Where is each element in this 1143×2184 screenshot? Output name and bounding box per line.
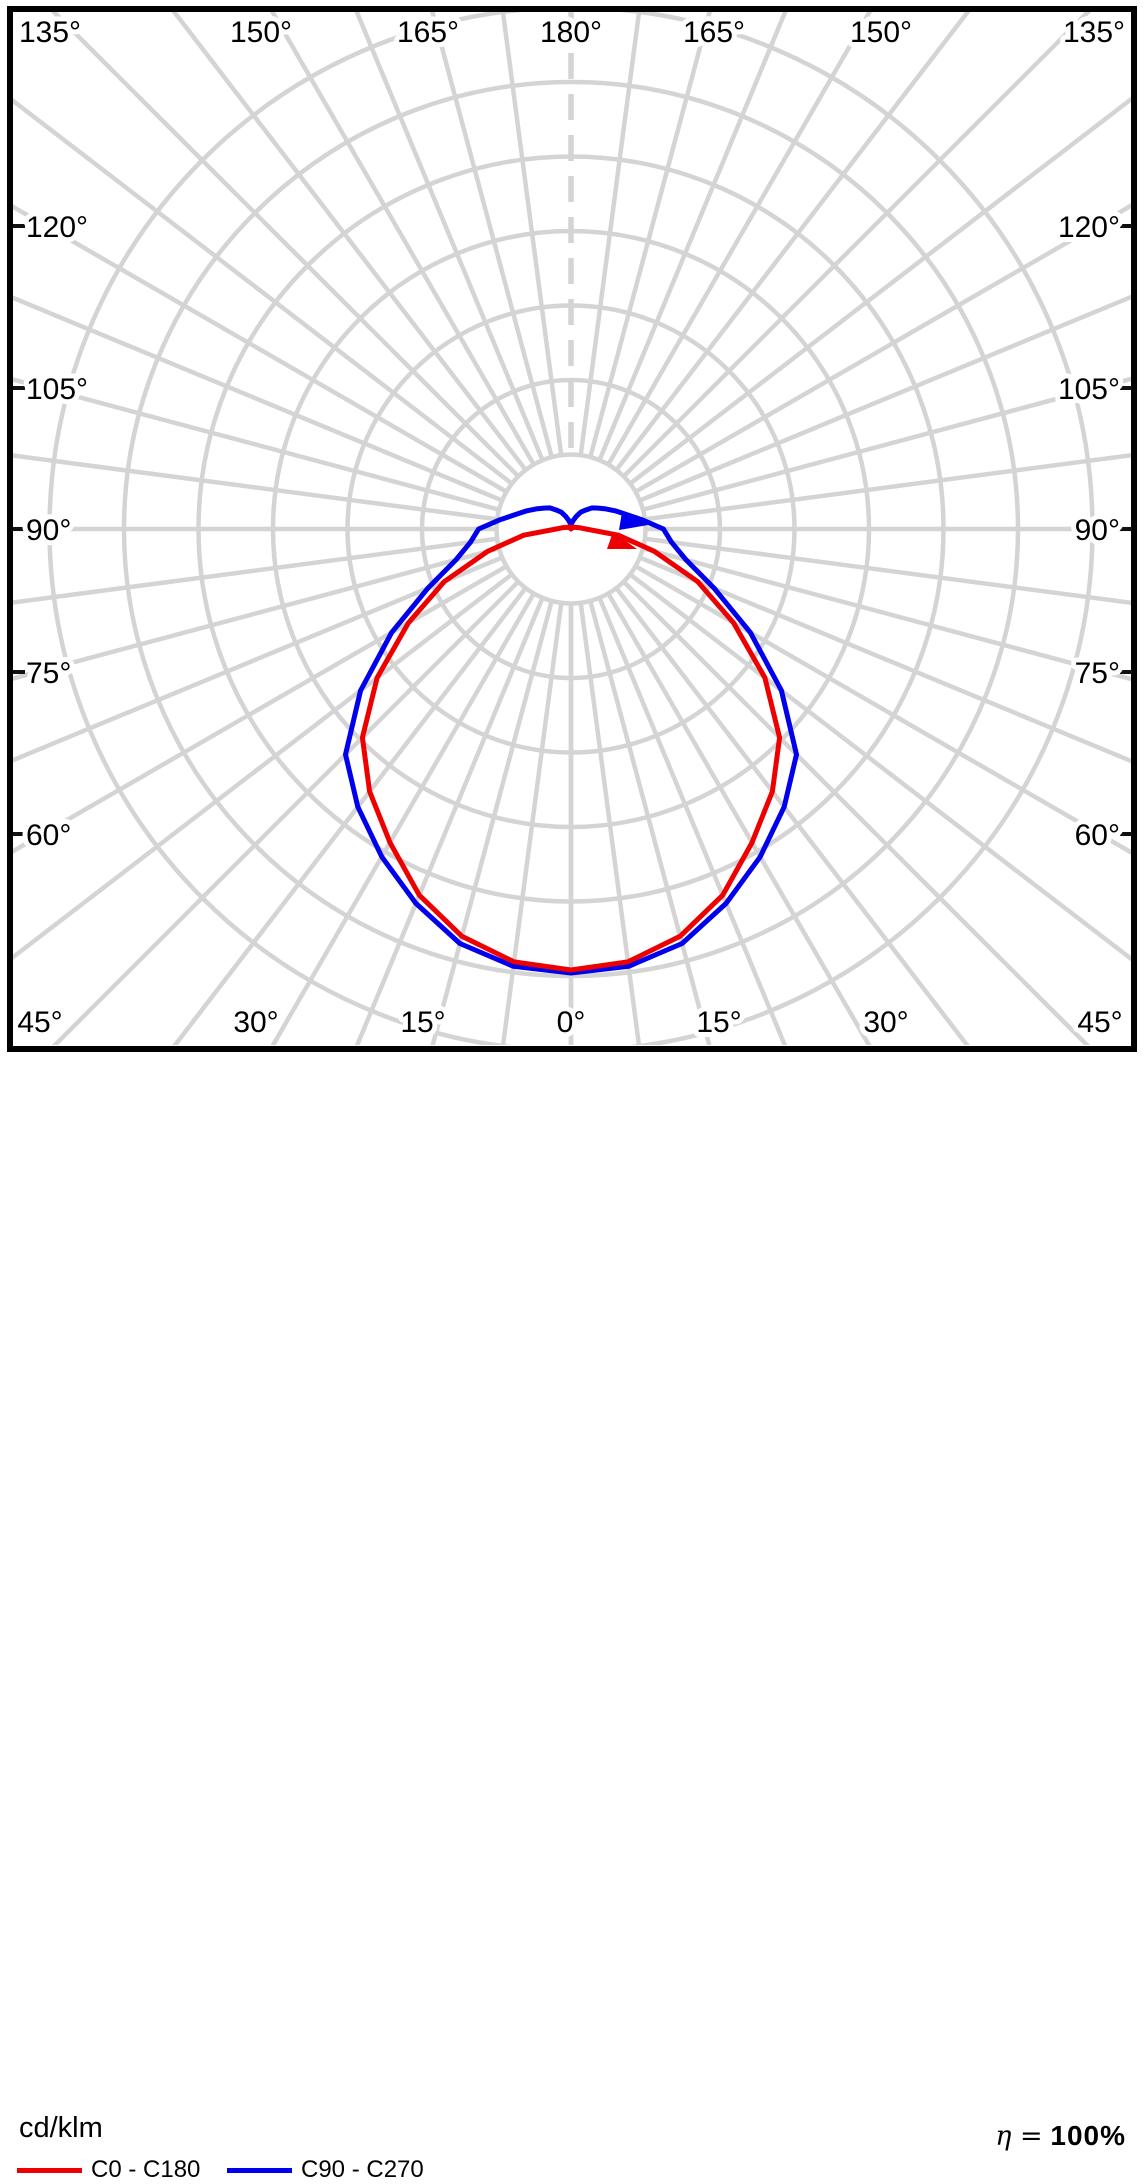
grid-radial (171, 12, 528, 472)
angle-label: 75° (26, 657, 71, 690)
angle-label: 60° (1075, 819, 1120, 852)
grid-radial (628, 95, 1132, 486)
curve-c90-c270 (343, 505, 799, 976)
grid-radial (588, 12, 712, 458)
blue-curve-arrowhead (619, 512, 648, 530)
angle-label: 0° (557, 1006, 586, 1039)
grid-radial (642, 546, 1132, 682)
angle-label: 45° (17, 1006, 62, 1039)
axis-tick (1120, 670, 1132, 674)
angle-label: 165° (683, 16, 745, 49)
axis-tick (13, 832, 25, 836)
grid-radial (578, 12, 642, 456)
legend-item-c0-c180: C0 - C180 (17, 2156, 200, 2184)
grid-radial (354, 596, 545, 1045)
legend-swatch-blue (227, 2167, 292, 2173)
grid-radial (628, 572, 1132, 963)
angle-label: 60° (26, 819, 71, 852)
grid-radial (614, 586, 970, 1045)
grid-radial (13, 295, 504, 503)
efficiency-value: 100% (1050, 2120, 1126, 2151)
grid-radial (13, 536, 498, 605)
grid-radial (606, 12, 873, 466)
grid-radial (642, 376, 1132, 512)
legend-item-c90-c270: C90 - C270 (227, 2156, 424, 2184)
angle-label: 150° (850, 16, 912, 49)
grid-radial (638, 555, 1132, 764)
grid-radial (13, 377, 500, 512)
axis-tick (13, 670, 25, 674)
angle-label: 120° (26, 211, 88, 244)
angle-label: 135° (1063, 16, 1125, 49)
angle-label: 15° (400, 1006, 445, 1039)
grid-radial (51, 580, 520, 1045)
polar-diagram: 135° 150° 165° 180° 165° 150° 135° 45° 30° 15° 0° 1… (0, 6, 1143, 2183)
grid-radial (270, 592, 536, 1045)
legend-label: C90 - C270 (301, 2156, 424, 2183)
angle-label: 75° (1075, 657, 1120, 690)
red-curve-arrowhead (607, 532, 637, 549)
angle-label: 30° (863, 1006, 908, 1039)
grid-radial (597, 596, 788, 1045)
grid-radial (500, 602, 564, 1045)
angle-label: 15° (696, 1006, 741, 1039)
axis-tick (1120, 386, 1132, 390)
eta-symbol: η = (995, 2121, 1043, 2152)
grid-radial (269, 12, 536, 466)
angle-label: 120° (1058, 211, 1120, 244)
grid-radial (13, 453, 498, 522)
grid-radial (597, 12, 788, 462)
axis-tick (1120, 224, 1132, 228)
efficiency-readout: η = 100% (995, 2120, 1126, 2152)
grid-radial (578, 602, 642, 1045)
grid-radial (430, 12, 554, 458)
axis-tick (13, 224, 25, 228)
grid-radial (638, 294, 1132, 503)
grid-radial (50, 12, 520, 478)
grid-radial (13, 97, 514, 486)
legend-swatch-red (17, 2167, 82, 2173)
grid-radial (13, 555, 504, 763)
grid-radial (606, 592, 872, 1045)
unit-label: cd/klm (19, 2112, 103, 2144)
angle-label: 105° (26, 373, 88, 406)
grid-radial (13, 204, 508, 494)
plot-border (7, 6, 1137, 1052)
angle-label: 30° (233, 1006, 278, 1039)
curve-c0-c180 (359, 524, 783, 973)
grid-radial (622, 12, 1092, 478)
angle-label: 180° (540, 16, 602, 49)
grid-radial (500, 12, 564, 456)
angle-label: 90° (1075, 514, 1120, 547)
angle-label: 135° (19, 16, 81, 49)
grid-radial (644, 452, 1132, 522)
axis-tick (13, 527, 25, 531)
grid-radial (644, 536, 1132, 606)
polar-chart-svg: 135° 150° 165° 180° 165° 150° 135° 45° 30° 15° 0° 1… (7, 6, 1137, 1052)
grid-radial (13, 546, 500, 681)
angle-label: 150° (230, 16, 292, 49)
axis-tick (1120, 527, 1132, 531)
axis-tick (1120, 832, 1132, 836)
grid-radial (634, 202, 1132, 494)
bottom-bar: cd/klm C0 - C180 C90 - C270 η = 100% (0, 1052, 1143, 2183)
angle-label: 105° (1058, 373, 1120, 406)
grid-radial (172, 586, 528, 1045)
grid-radial (13, 572, 514, 961)
axis-tick (13, 386, 25, 390)
legend-label: C0 - C180 (91, 2156, 201, 2183)
grid-radial (614, 12, 971, 472)
angle-label: 165° (397, 16, 459, 49)
grid-radial (622, 580, 1091, 1045)
angle-label: 90° (26, 514, 71, 547)
grid-radial (354, 12, 545, 462)
plot-area (13, 12, 1132, 1045)
angle-label: 45° (1077, 1006, 1122, 1039)
